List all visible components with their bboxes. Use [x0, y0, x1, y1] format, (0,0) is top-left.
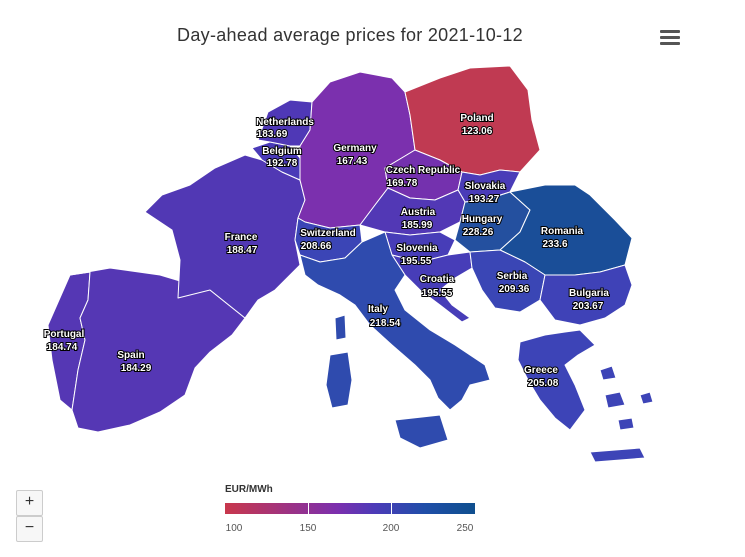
label-switzerland-price: 208.66 [301, 241, 332, 252]
label-portugal-price: 184.74 [47, 342, 78, 353]
country-croatia[interactable] [391, 251, 473, 323]
corsica-island[interactable] [334, 314, 347, 341]
hamburger-menu-icon[interactable] [660, 30, 680, 48]
label-poland-price: 123.06 [462, 126, 493, 137]
label-hungary-price: 228.26 [463, 227, 494, 238]
label-austria-price: 185.99 [402, 220, 433, 231]
legend-label-150: 150 [299, 523, 317, 534]
label-france-name: France [225, 232, 258, 243]
legend-label-200: 200 [382, 523, 400, 534]
label-austria-name: Austria [401, 207, 436, 218]
label-germany-price: 167.43 [337, 156, 368, 167]
legend-tick-mark [391, 503, 392, 514]
label-hungary-name: Hungary [462, 214, 503, 225]
country-greece[interactable] [517, 329, 596, 431]
sardinia-island[interactable] [325, 351, 353, 409]
country-bulgaria[interactable] [539, 264, 633, 326]
label-belgium-name: Belgium [262, 146, 302, 157]
label-slovenia-name: Slovenia [396, 243, 438, 254]
country-italy[interactable] [299, 231, 491, 411]
label-slovakia-price: 193.27 [469, 194, 500, 205]
label-czech-republic-name: Czech Republic [386, 165, 461, 176]
label-netherlands-name: Netherlands [256, 117, 314, 128]
label-romania-price: 233.6 [542, 239, 567, 250]
map-title: Day-ahead average prices for 2021-10-12 [177, 25, 523, 45]
country-labels: Netherlands 183.69 Belgium 192.78 German… [43, 112, 611, 390]
legend-title: EUR/MWh [225, 484, 273, 495]
crete-island[interactable] [589, 447, 646, 463]
legend-tick-mark [308, 503, 309, 514]
label-greece-name: Greece [524, 365, 558, 376]
aegean-islands[interactable] [599, 365, 617, 381]
label-portugal-name: Portugal [44, 329, 85, 340]
legend-color-scale [225, 503, 475, 514]
sicily-island[interactable] [394, 414, 449, 449]
label-slovenia-price: 195.55 [401, 256, 432, 267]
legend-label-100: 100 [225, 523, 243, 534]
aegean-islands[interactable] [639, 391, 654, 405]
label-serbia-name: Serbia [497, 271, 528, 282]
label-czech-republic-price: 169.78 [387, 178, 418, 189]
label-spain-name: Spain [117, 350, 144, 361]
label-croatia-name: Croatia [420, 274, 455, 285]
label-belgium-price: 192.78 [267, 158, 298, 169]
label-slovakia-name: Slovakia [465, 181, 506, 192]
label-netherlands-price: 183.69 [257, 129, 288, 140]
label-romania-name: Romania [541, 226, 584, 237]
zoom-in-button[interactable]: + [16, 490, 43, 516]
label-poland-name: Poland [460, 113, 493, 124]
label-italy-name: Italy [368, 304, 388, 315]
label-bulgaria-name: Bulgaria [569, 288, 609, 299]
label-spain-price: 184.29 [121, 363, 152, 374]
label-italy-price: 218.54 [370, 318, 401, 329]
label-switzerland-name: Switzerland [300, 228, 356, 239]
label-serbia-price: 209.36 [499, 284, 530, 295]
zoom-out-button[interactable]: − [16, 516, 43, 542]
country-serbia[interactable] [469, 249, 546, 313]
label-greece-price: 205.08 [528, 378, 559, 389]
label-croatia-price: 195.55 [422, 288, 453, 299]
aegean-islands[interactable] [617, 417, 635, 431]
label-germany-name: Germany [333, 143, 377, 154]
legend-label-250: 250 [456, 523, 474, 534]
aegean-islands[interactable] [604, 391, 626, 409]
label-france-price: 188.47 [227, 245, 258, 256]
label-bulgaria-price: 203.67 [573, 301, 604, 312]
